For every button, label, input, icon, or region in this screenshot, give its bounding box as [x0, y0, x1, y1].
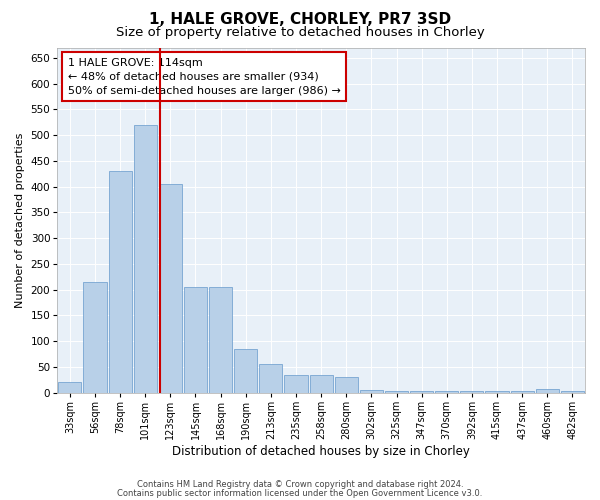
Bar	[184, 287, 207, 393]
Bar	[109, 171, 131, 392]
Text: Contains HM Land Registry data © Crown copyright and database right 2024.: Contains HM Land Registry data © Crown c…	[137, 480, 463, 489]
Bar	[234, 349, 257, 393]
Text: Contains public sector information licensed under the Open Government Licence v3: Contains public sector information licen…	[118, 488, 482, 498]
Bar	[83, 282, 107, 393]
Bar	[310, 374, 332, 392]
Y-axis label: Number of detached properties: Number of detached properties	[15, 132, 25, 308]
Bar	[485, 391, 509, 392]
Text: 1, HALE GROVE, CHORLEY, PR7 3SD: 1, HALE GROVE, CHORLEY, PR7 3SD	[149, 12, 451, 28]
Text: 1 HALE GROVE: 114sqm
← 48% of detached houses are smaller (934)
50% of semi-deta: 1 HALE GROVE: 114sqm ← 48% of detached h…	[68, 58, 341, 96]
Bar	[259, 364, 283, 392]
Bar	[385, 391, 408, 392]
Bar	[435, 391, 458, 392]
X-axis label: Distribution of detached houses by size in Chorley: Distribution of detached houses by size …	[172, 444, 470, 458]
Bar	[410, 391, 433, 392]
Bar	[134, 125, 157, 392]
Bar	[335, 377, 358, 392]
Text: Size of property relative to detached houses in Chorley: Size of property relative to detached ho…	[116, 26, 484, 39]
Bar	[460, 391, 484, 392]
Bar	[511, 391, 534, 392]
Bar	[209, 287, 232, 393]
Bar	[360, 390, 383, 392]
Bar	[284, 374, 308, 392]
Bar	[561, 391, 584, 392]
Bar	[58, 382, 82, 392]
Bar	[536, 389, 559, 392]
Bar	[159, 184, 182, 392]
